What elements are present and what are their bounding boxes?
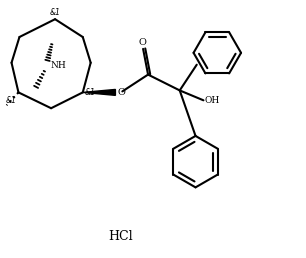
Text: &1: &1 — [50, 8, 61, 17]
Polygon shape — [83, 90, 115, 95]
Text: &1: &1 — [85, 88, 95, 97]
Text: O: O — [138, 38, 146, 47]
Text: &1: &1 — [6, 96, 17, 105]
Text: HCl: HCl — [108, 230, 133, 243]
Text: NH: NH — [50, 61, 66, 70]
Text: OH: OH — [204, 96, 220, 105]
Text: O: O — [118, 88, 125, 97]
